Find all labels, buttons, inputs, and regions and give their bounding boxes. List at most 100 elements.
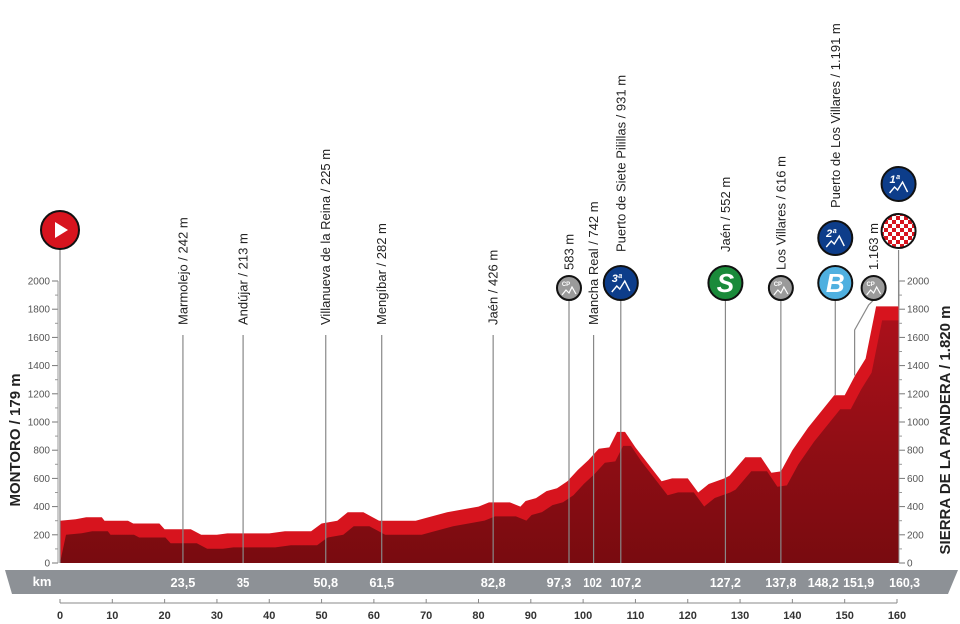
km-band-value: 61,5 <box>369 575 394 590</box>
category-text: 3ª <box>612 273 623 285</box>
sprint-circle <box>707 265 744 301</box>
cp-circle <box>767 275 794 301</box>
point-label: Los Villares / 616 m <box>773 156 788 270</box>
x-tick-label: 90 <box>525 610 537 622</box>
y-tick-label-left: 1600 <box>28 333 51 344</box>
x-tick-label: 150 <box>836 610 854 622</box>
y-tick-label-right: 800 <box>907 446 924 457</box>
km-band-value: 35 <box>237 575 249 590</box>
cp-text: CP <box>562 282 570 288</box>
x-tick-label: 80 <box>472 610 484 622</box>
bonus-circle <box>817 265 854 301</box>
km-band-value: 151,9 <box>843 575 874 590</box>
km-band-value: 23,5 <box>171 575 196 590</box>
cp-icon: CP <box>860 275 887 301</box>
km-band-value: 97,3 <box>547 575 572 590</box>
y-tick-label-left: 1800 <box>28 305 51 316</box>
x-tick-label: 40 <box>263 610 275 622</box>
km-band-value: 137,8 <box>765 575 796 590</box>
x-tick-label: 70 <box>420 610 432 622</box>
y-tick-label-left: 400 <box>33 502 50 513</box>
x-tick-label: 130 <box>731 610 749 622</box>
x-tick-label: 140 <box>783 610 801 622</box>
bonus-text: B <box>826 268 845 298</box>
km-band-value: 160,3 <box>889 575 920 590</box>
point-label: Mancha Real / 742 m <box>586 201 601 325</box>
y-tick-label-right: 0 <box>907 559 913 570</box>
km-band <box>5 570 958 594</box>
mountain-glyph <box>866 285 882 296</box>
y-tick-label-right: 1000 <box>907 418 930 429</box>
point-label: Mengíbar / 282 m <box>374 223 389 325</box>
x-tick-label: 0 <box>57 610 63 622</box>
point-label: Villanueva de la Reina / 225 m <box>318 149 333 325</box>
point-label: Puerto de Siete Pilillas / 931 m <box>613 75 628 252</box>
km-band-value: 82,8 <box>481 575 506 590</box>
y-tick-label-left: 600 <box>33 474 50 485</box>
y-tick-label-right: 600 <box>907 474 924 485</box>
km-band-value: 127,2 <box>710 575 741 590</box>
cp-text: CP <box>774 282 782 288</box>
x-tick-label: 10 <box>106 610 118 622</box>
point-label: Jaén / 426 m <box>486 250 501 325</box>
x-tick-label: 120 <box>679 610 697 622</box>
cp-circle <box>860 275 887 301</box>
play-glyph <box>55 222 68 238</box>
km-band-value: 50,8 <box>313 575 338 590</box>
y-tick-label-left: 200 <box>33 530 50 541</box>
km-band-value: 107,2 <box>610 575 641 590</box>
y-tick-label-right: 1600 <box>907 333 930 344</box>
y-tick-label-right: 2000 <box>907 277 930 288</box>
mountain-glyph <box>561 285 577 296</box>
cp-text: CP <box>866 282 874 288</box>
km-band-value: 148,2 <box>808 575 839 590</box>
category-text: 2ª <box>825 228 837 240</box>
y-tick-label-right: 1400 <box>907 361 930 372</box>
x-tick-label: 100 <box>574 610 592 622</box>
x-tick-label: 60 <box>368 610 380 622</box>
point-label: 1.163 m <box>866 223 881 270</box>
sprint-text: S <box>717 268 735 298</box>
cp-circle <box>556 275 583 301</box>
y-tick-label-left: 1200 <box>28 389 51 400</box>
cat1-icon: 1ª <box>880 166 917 202</box>
y-tick-label-right: 1200 <box>907 389 930 400</box>
bonus-icon: B <box>817 265 854 301</box>
point-label: Andújar / 213 m <box>236 233 251 325</box>
finish-label: SIERRA DE LA PANDERA / 1.820 m <box>937 306 954 555</box>
start-icon <box>40 210 80 250</box>
finish-checkered-flag <box>880 213 917 249</box>
point-label: Puerto de Los Villares / 1.191 m <box>828 23 843 208</box>
x-tick-label: 30 <box>211 610 223 622</box>
marker-line <box>854 299 875 376</box>
cat3-icon: 3ª <box>602 265 639 301</box>
cp-icon: CP <box>767 275 794 301</box>
cat2-icon: 2ª <box>817 220 854 256</box>
mountain-glyph <box>889 180 909 194</box>
point-label: Marmolejo / 242 m <box>175 217 190 325</box>
sprint-icon: S <box>707 265 744 301</box>
x-tick-label: 110 <box>627 610 645 622</box>
y-tick-label-left: 2000 <box>28 277 51 288</box>
x-tick-label: 20 <box>159 610 171 622</box>
y-tick-label-left: 1000 <box>28 418 51 429</box>
y-tick-label-right: 200 <box>907 530 924 541</box>
y-tick-label-right: 400 <box>907 502 924 513</box>
y-tick-label-left: 800 <box>33 446 50 457</box>
x-tick-label: 50 <box>315 610 327 622</box>
mountain-glyph <box>825 234 845 248</box>
km-band-value: 102 <box>583 575 602 590</box>
point-label: 583 m <box>562 234 577 270</box>
cp-icon: CP <box>556 275 583 301</box>
mountain-glyph <box>611 279 631 293</box>
start-label: MONTORO / 179 m <box>7 373 24 506</box>
y-tick-label-left: 0 <box>44 559 50 570</box>
finish-icon <box>880 213 917 249</box>
profile-shadow <box>60 320 905 563</box>
y-tick-label-right: 1800 <box>907 305 930 316</box>
point-label: Jaén / 552 m <box>718 177 733 252</box>
mountain-glyph <box>773 285 789 296</box>
km-band-label: km <box>33 574 52 589</box>
x-tick-label: 160 <box>888 610 906 622</box>
